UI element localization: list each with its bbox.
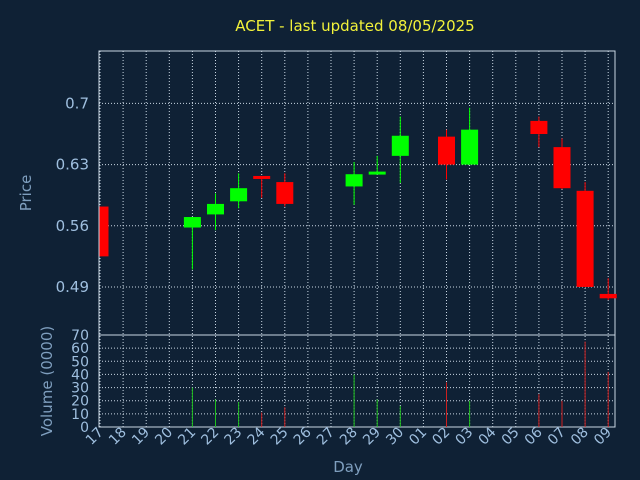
x-tick-label: 25	[268, 425, 292, 449]
price-tick-label: 0.63	[56, 156, 89, 174]
candle-body	[576, 190, 594, 287]
candle-body	[438, 136, 455, 165]
x-tick-label: 22	[198, 425, 222, 449]
x-tick-label: 06	[522, 424, 546, 448]
x-tick-label: 04	[476, 424, 500, 448]
candle-body	[100, 206, 109, 257]
candle-body	[183, 217, 201, 228]
x-tick-label: 30	[383, 425, 407, 449]
candle-body	[553, 147, 571, 189]
x-tick-label: 27	[314, 425, 338, 449]
x-axis-label: Day	[333, 458, 363, 476]
candle-body	[368, 171, 386, 175]
x-tick-label: 09	[591, 425, 615, 449]
volume-tick-label: 70	[71, 328, 89, 344]
candle-body	[207, 203, 224, 215]
volume-tick-label: 0	[80, 420, 89, 436]
candle-body	[391, 135, 409, 156]
price-tick-label: 0.7	[65, 94, 89, 112]
x-tick-label: 26	[291, 424, 315, 448]
volume-grid	[99, 334, 615, 428]
volume-panel-frame	[98, 334, 616, 428]
x-tick-label: 07	[545, 425, 569, 449]
candle-body	[276, 182, 294, 204]
x-tick-label: 23	[222, 425, 246, 449]
price-grid	[99, 102, 615, 288]
candles	[99, 107, 617, 301]
x-tick-label: 28	[337, 425, 361, 449]
x-grid	[99, 51, 609, 427]
x-tick-label: 03	[453, 425, 477, 449]
candle-body	[461, 129, 479, 165]
volume-tick-label: 20	[71, 394, 89, 410]
chart-title: ACET - last updated 08/05/2025	[235, 17, 474, 35]
x-tick-label: 08	[568, 425, 592, 449]
price-panel-frame	[98, 50, 616, 336]
price-tick-labels: 0.49 0.56 0.63 0.7	[56, 94, 89, 296]
candle-body	[530, 120, 548, 135]
volume-tick-label: 40	[71, 367, 89, 383]
x-tick-label: 20	[152, 425, 176, 449]
x-tick-labels: 17 18 19 20 21 22 23 24 25 26 27 28 29 30 01 02 03 04 05 06…	[83, 424, 615, 448]
x-tick-label: 24	[245, 424, 269, 448]
candle-body	[253, 175, 271, 179]
volume-tick-label: 50	[71, 354, 89, 370]
candle-body	[599, 293, 617, 299]
x-tick-label: 02	[429, 425, 453, 449]
x-tick-label: 21	[175, 425, 199, 449]
x-tick-label: 18	[106, 425, 130, 449]
x-tick-label: 05	[499, 425, 523, 449]
candle-body	[345, 174, 363, 187]
volume-axis-label: Volume (0000)	[38, 326, 56, 436]
price-tick-label: 0.56	[56, 217, 89, 235]
x-tick-label: 19	[129, 425, 153, 449]
volume-tick-label: 10	[71, 407, 89, 423]
volume-bars	[191, 341, 609, 427]
price-axis-label: Price	[17, 175, 35, 212]
price-tick-label: 0.49	[56, 278, 89, 296]
x-tick-label: 29	[360, 425, 384, 449]
volume-tick-label: 60	[71, 341, 89, 357]
x-tick-label: 01	[406, 425, 430, 449]
candle-body	[230, 188, 248, 202]
volume-tick-label: 30	[71, 381, 89, 397]
